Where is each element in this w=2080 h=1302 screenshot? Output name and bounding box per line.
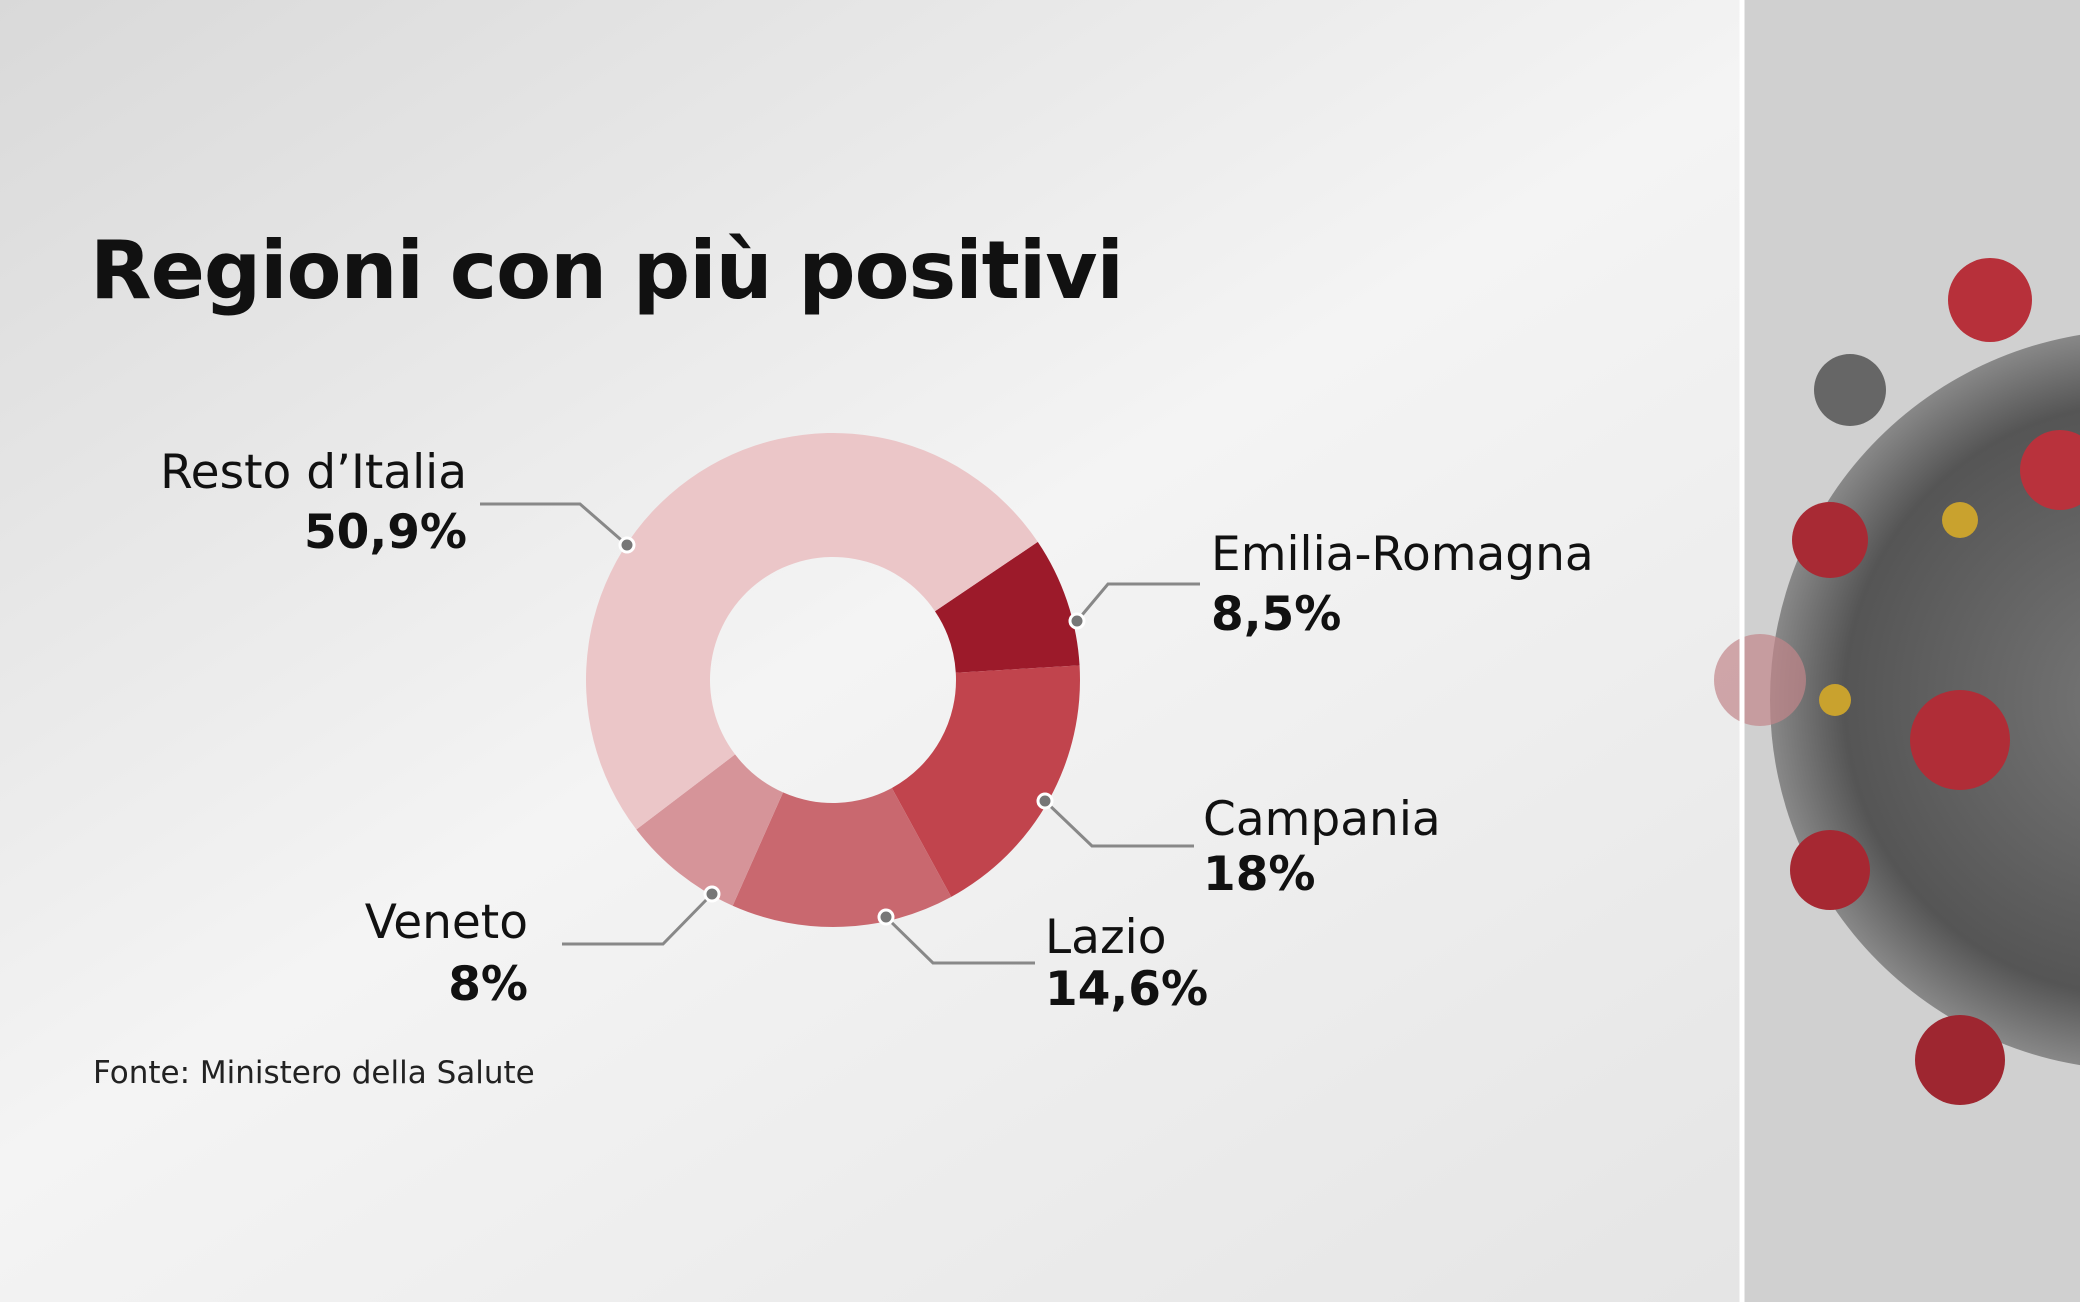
value-label: 50,9%: [304, 505, 467, 560]
leader-dot: [618, 536, 636, 554]
leader-line: [1075, 582, 1200, 622]
leader-line: [480, 502, 628, 547]
category-label: Campania: [1203, 792, 1441, 847]
value-label: 18%: [1203, 847, 1316, 902]
category-label: Veneto: [365, 895, 528, 950]
chart-title: Regioni con più positivi: [90, 224, 1123, 317]
donut-segment: [586, 433, 1038, 830]
category-label: Emilia-Romagna: [1211, 527, 1594, 582]
category-label: Lazio: [1045, 910, 1166, 965]
leader-line: [1043, 799, 1194, 848]
leader-dot: [703, 885, 721, 903]
source-note: Fonte: Ministero della Salute: [93, 1055, 535, 1091]
value-label: 8%: [448, 957, 528, 1012]
leader-dot: [877, 908, 895, 926]
virus-illustration: [1714, 258, 2080, 1105]
leader-dot: [1068, 612, 1086, 630]
donut-segment: [636, 754, 784, 906]
leader-line: [884, 915, 1035, 965]
donut-segment: [891, 665, 1080, 897]
donut-segment: [934, 541, 1080, 673]
category-label: Resto d’Italia: [160, 445, 467, 500]
leader-dot: [1036, 792, 1054, 810]
value-label: 8,5%: [1211, 587, 1341, 642]
donut-segment: [732, 787, 952, 927]
value-label: 14,6%: [1045, 962, 1208, 1017]
leader-line: [562, 892, 714, 946]
